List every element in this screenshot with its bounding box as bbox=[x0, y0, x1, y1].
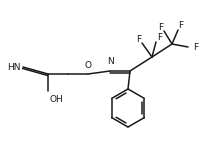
Text: F: F bbox=[178, 21, 183, 30]
Text: F: F bbox=[158, 33, 163, 42]
Text: O: O bbox=[84, 61, 92, 70]
Text: F: F bbox=[136, 34, 141, 43]
Text: OH: OH bbox=[50, 95, 64, 104]
Text: HN: HN bbox=[7, 63, 21, 72]
Text: F: F bbox=[193, 42, 198, 51]
Text: N: N bbox=[108, 57, 114, 66]
Text: F: F bbox=[158, 22, 163, 32]
